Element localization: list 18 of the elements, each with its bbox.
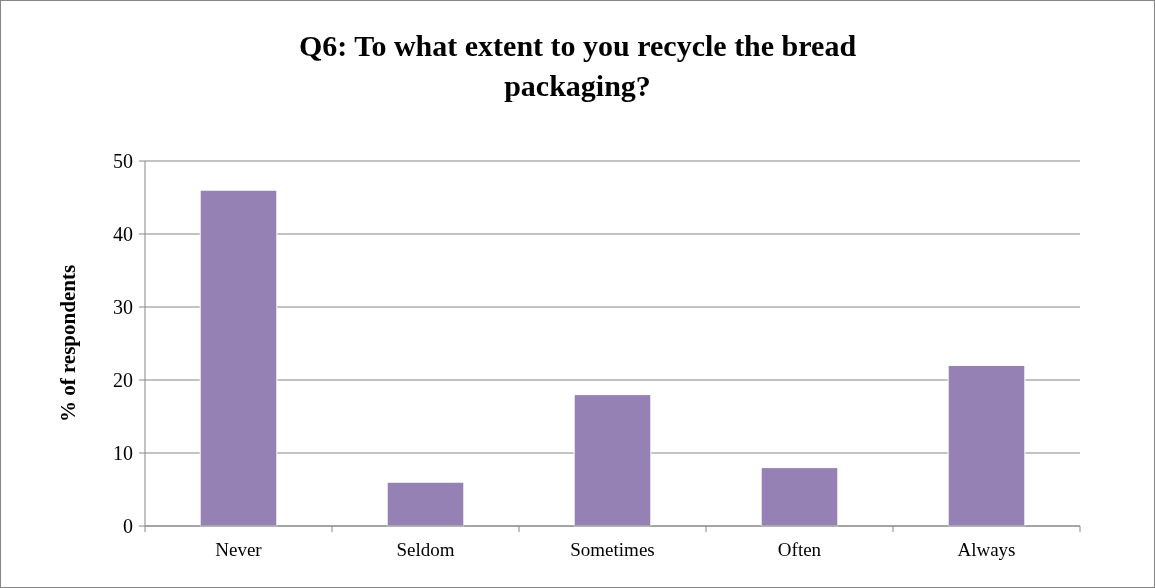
x-tick-label: Always — [957, 539, 1016, 560]
bar — [947, 364, 1026, 527]
bar — [199, 189, 278, 527]
x-tick-label: Sometimes — [570, 539, 655, 560]
bar — [760, 467, 839, 527]
bar — [386, 481, 465, 527]
x-tick-label: Never — [215, 539, 263, 560]
x-tick-label: Seldom — [396, 539, 455, 560]
y-tick-label: 10 — [113, 442, 133, 464]
y-tick-label: 30 — [113, 296, 133, 318]
y-tick-label: 0 — [123, 515, 133, 537]
bar — [573, 394, 652, 527]
y-axis-title: % of respondents — [56, 264, 80, 423]
x-tick-label: Often — [777, 539, 822, 560]
chart-title: Q6: To what extent to you recycle the bread packaging? — [298, 29, 857, 102]
y-tick-label: 40 — [113, 223, 133, 245]
y-tick-label: 50 — [113, 150, 133, 172]
y-tick-label: 20 — [113, 369, 133, 391]
